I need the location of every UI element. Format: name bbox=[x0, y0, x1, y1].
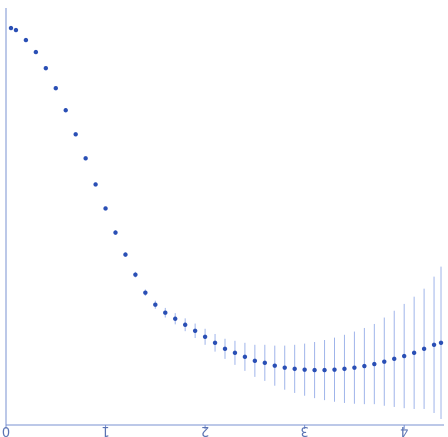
data-point bbox=[43, 65, 49, 71]
x-tick-label: 3 bbox=[300, 423, 308, 437]
data-point bbox=[163, 310, 168, 315]
data-point bbox=[392, 356, 397, 362]
data-point bbox=[53, 85, 58, 91]
data-point bbox=[242, 354, 248, 360]
data-point bbox=[33, 49, 39, 55]
data-point bbox=[332, 367, 337, 372]
data-point bbox=[262, 360, 268, 366]
data-point bbox=[382, 359, 387, 364]
data-point bbox=[322, 367, 327, 373]
data-point bbox=[63, 108, 68, 113]
data-points bbox=[8, 25, 444, 373]
data-point bbox=[93, 182, 98, 187]
data-point bbox=[252, 358, 258, 364]
data-point bbox=[401, 353, 407, 359]
data-point bbox=[83, 156, 88, 161]
x-axis-ticks: 0 1 2 3 4 bbox=[2, 423, 408, 437]
data-point bbox=[411, 350, 417, 356]
data-point bbox=[421, 346, 427, 352]
data-point bbox=[23, 37, 29, 43]
data-point bbox=[232, 350, 238, 356]
data-point bbox=[212, 340, 218, 346]
data-point bbox=[113, 230, 118, 235]
data-point bbox=[133, 272, 138, 277]
x-tick-label: 4 bbox=[400, 423, 408, 437]
data-point bbox=[73, 132, 78, 137]
x-tick-label: 1 bbox=[101, 423, 109, 437]
data-point bbox=[372, 361, 377, 367]
data-point bbox=[292, 366, 297, 372]
data-point bbox=[123, 252, 128, 257]
data-point bbox=[302, 367, 307, 372]
data-point bbox=[173, 316, 178, 321]
axes bbox=[5, 8, 444, 426]
data-point bbox=[8, 25, 14, 31]
data-point bbox=[438, 340, 444, 346]
x-tick-label: 0 bbox=[2, 423, 10, 437]
data-point bbox=[312, 367, 317, 373]
data-point bbox=[103, 206, 108, 211]
data-point bbox=[192, 328, 198, 333]
data-point bbox=[342, 366, 347, 372]
x-tick-label: 2 bbox=[201, 423, 209, 437]
data-point bbox=[362, 363, 367, 369]
data-point bbox=[153, 302, 158, 307]
data-point bbox=[222, 346, 228, 352]
data-point bbox=[272, 363, 277, 368]
data-point bbox=[143, 290, 148, 295]
data-point bbox=[352, 365, 357, 370]
data-point bbox=[202, 334, 208, 339]
data-point bbox=[182, 322, 188, 327]
data-point bbox=[431, 342, 437, 348]
data-point bbox=[13, 27, 19, 33]
data-point bbox=[282, 365, 287, 370]
